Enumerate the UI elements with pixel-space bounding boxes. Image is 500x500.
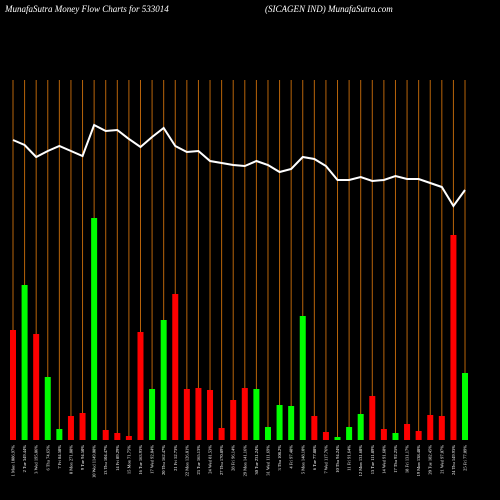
x-tick-label: 28 Fri 96.14% (231, 445, 236, 471)
x-tick-label: 21 Fri 52.73% (173, 445, 178, 471)
x-tick-label: 2 Tue 349.44% (22, 445, 27, 473)
bar (10, 330, 16, 440)
x-tick-label: 24 Thu 149.93% (451, 445, 456, 475)
x-tick-label: 15 Mon 71.75% (126, 445, 131, 474)
bar (114, 433, 121, 440)
x-tick-label: 13 Tue 111.89% (370, 445, 375, 475)
bar (334, 437, 341, 440)
bar (427, 415, 434, 440)
x-tick-label: 17 Wed 92.84% (150, 445, 155, 474)
bar (392, 433, 399, 440)
bar (102, 430, 109, 440)
bar (137, 332, 144, 440)
x-tick-label: 14 Wed 91.68% (381, 445, 386, 474)
x-tick-label: 27 Thu 170.89% (219, 445, 224, 475)
bar (56, 429, 63, 440)
bar (299, 316, 306, 440)
x-tick-label: 29 Mon 141.16% (242, 445, 247, 477)
bar (311, 416, 318, 440)
x-tick-label: 10 Thu 94.24% (335, 445, 340, 473)
x-tick-label: 20 Thu 162.47% (161, 445, 166, 475)
x-tick-label: 11 Fri 91.64% (347, 445, 352, 471)
chart-subtitle: (SICAGEN IND) MunafaSutra.com (265, 4, 393, 14)
x-tick-label: 6 Thu 74.65% (45, 445, 50, 471)
x-tick-label: 1 Mon 1086.97% (11, 445, 16, 477)
bar (125, 436, 132, 440)
x-tick-label: 12 Mon 131.68% (358, 445, 363, 477)
bar (67, 416, 74, 440)
bar (346, 427, 353, 440)
x-tick-label: 4 Fri 97.48% (289, 445, 294, 469)
bar (253, 389, 260, 440)
x-tick-label: 24 Wed 81.53% (208, 445, 213, 474)
bar (438, 416, 445, 440)
bar (33, 334, 40, 440)
x-tick-label: 19 Mon 138.48% (416, 445, 421, 477)
bar (230, 400, 237, 440)
x-tick-label: 30 Tue 231.24% (254, 445, 259, 475)
x-tick-label: 8 Mon 271.88% (68, 445, 73, 474)
bar (404, 424, 411, 440)
x-tick-label: 25 Fri 77.09% (463, 445, 468, 471)
bar (369, 396, 376, 440)
x-tick-label: 13 Thu 104.47% (103, 445, 108, 475)
x-tick-label: 21 Wed 97.07% (439, 445, 444, 474)
bar (79, 413, 86, 440)
bar (322, 432, 329, 440)
bar (218, 428, 225, 440)
x-tick-label: 9 Tue 94.50% (80, 445, 85, 470)
chart-title: MunafaSutra Money Flow Charts for 533014 (4, 4, 169, 14)
bar (288, 406, 295, 440)
bar (160, 320, 167, 440)
x-tick-label: 22 Mon 126.81% (184, 445, 189, 477)
bar (462, 373, 469, 440)
bar (276, 405, 283, 440)
bar (172, 294, 179, 440)
bar (195, 388, 202, 440)
bar (450, 235, 457, 440)
x-tick-label: 20 Tue 182.45% (428, 445, 433, 475)
x-tick-label: 31 Wed 111.69% (265, 445, 270, 476)
bar (264, 427, 271, 440)
x-tick-label: 5 Mon 148.10% (300, 445, 305, 474)
bar (44, 377, 51, 440)
x-tick-label: 6 Tue 77.88% (312, 445, 317, 470)
bar (241, 388, 248, 440)
bar (415, 431, 422, 440)
bar (91, 218, 98, 440)
x-tick-label: 14 Fri 89.29% (115, 445, 120, 471)
x-tick-label: 18 Fri 131.17% (405, 445, 410, 473)
x-tick-label: 7 Fri 84.58% (57, 445, 62, 469)
bar (380, 429, 387, 440)
bar (357, 414, 364, 440)
x-tick-label: 10 Wed 1149.08% (92, 445, 97, 478)
bar (21, 285, 28, 440)
x-tick-label: 3 Wed 195.86% (34, 445, 39, 474)
x-tick-label: 23 Tue 165.13% (196, 445, 201, 475)
price-line (12, 123, 466, 208)
bar (207, 390, 214, 440)
x-tick-label: 17 Thu 92.25% (393, 445, 398, 473)
x-tick-label: 3 Thu 108.2% (277, 445, 282, 471)
bar (183, 389, 190, 440)
x-tick-label: 7 Wed 117.76% (323, 445, 328, 474)
x-tick-label: 16 Tue 163.93% (138, 445, 143, 475)
bar (149, 389, 156, 440)
